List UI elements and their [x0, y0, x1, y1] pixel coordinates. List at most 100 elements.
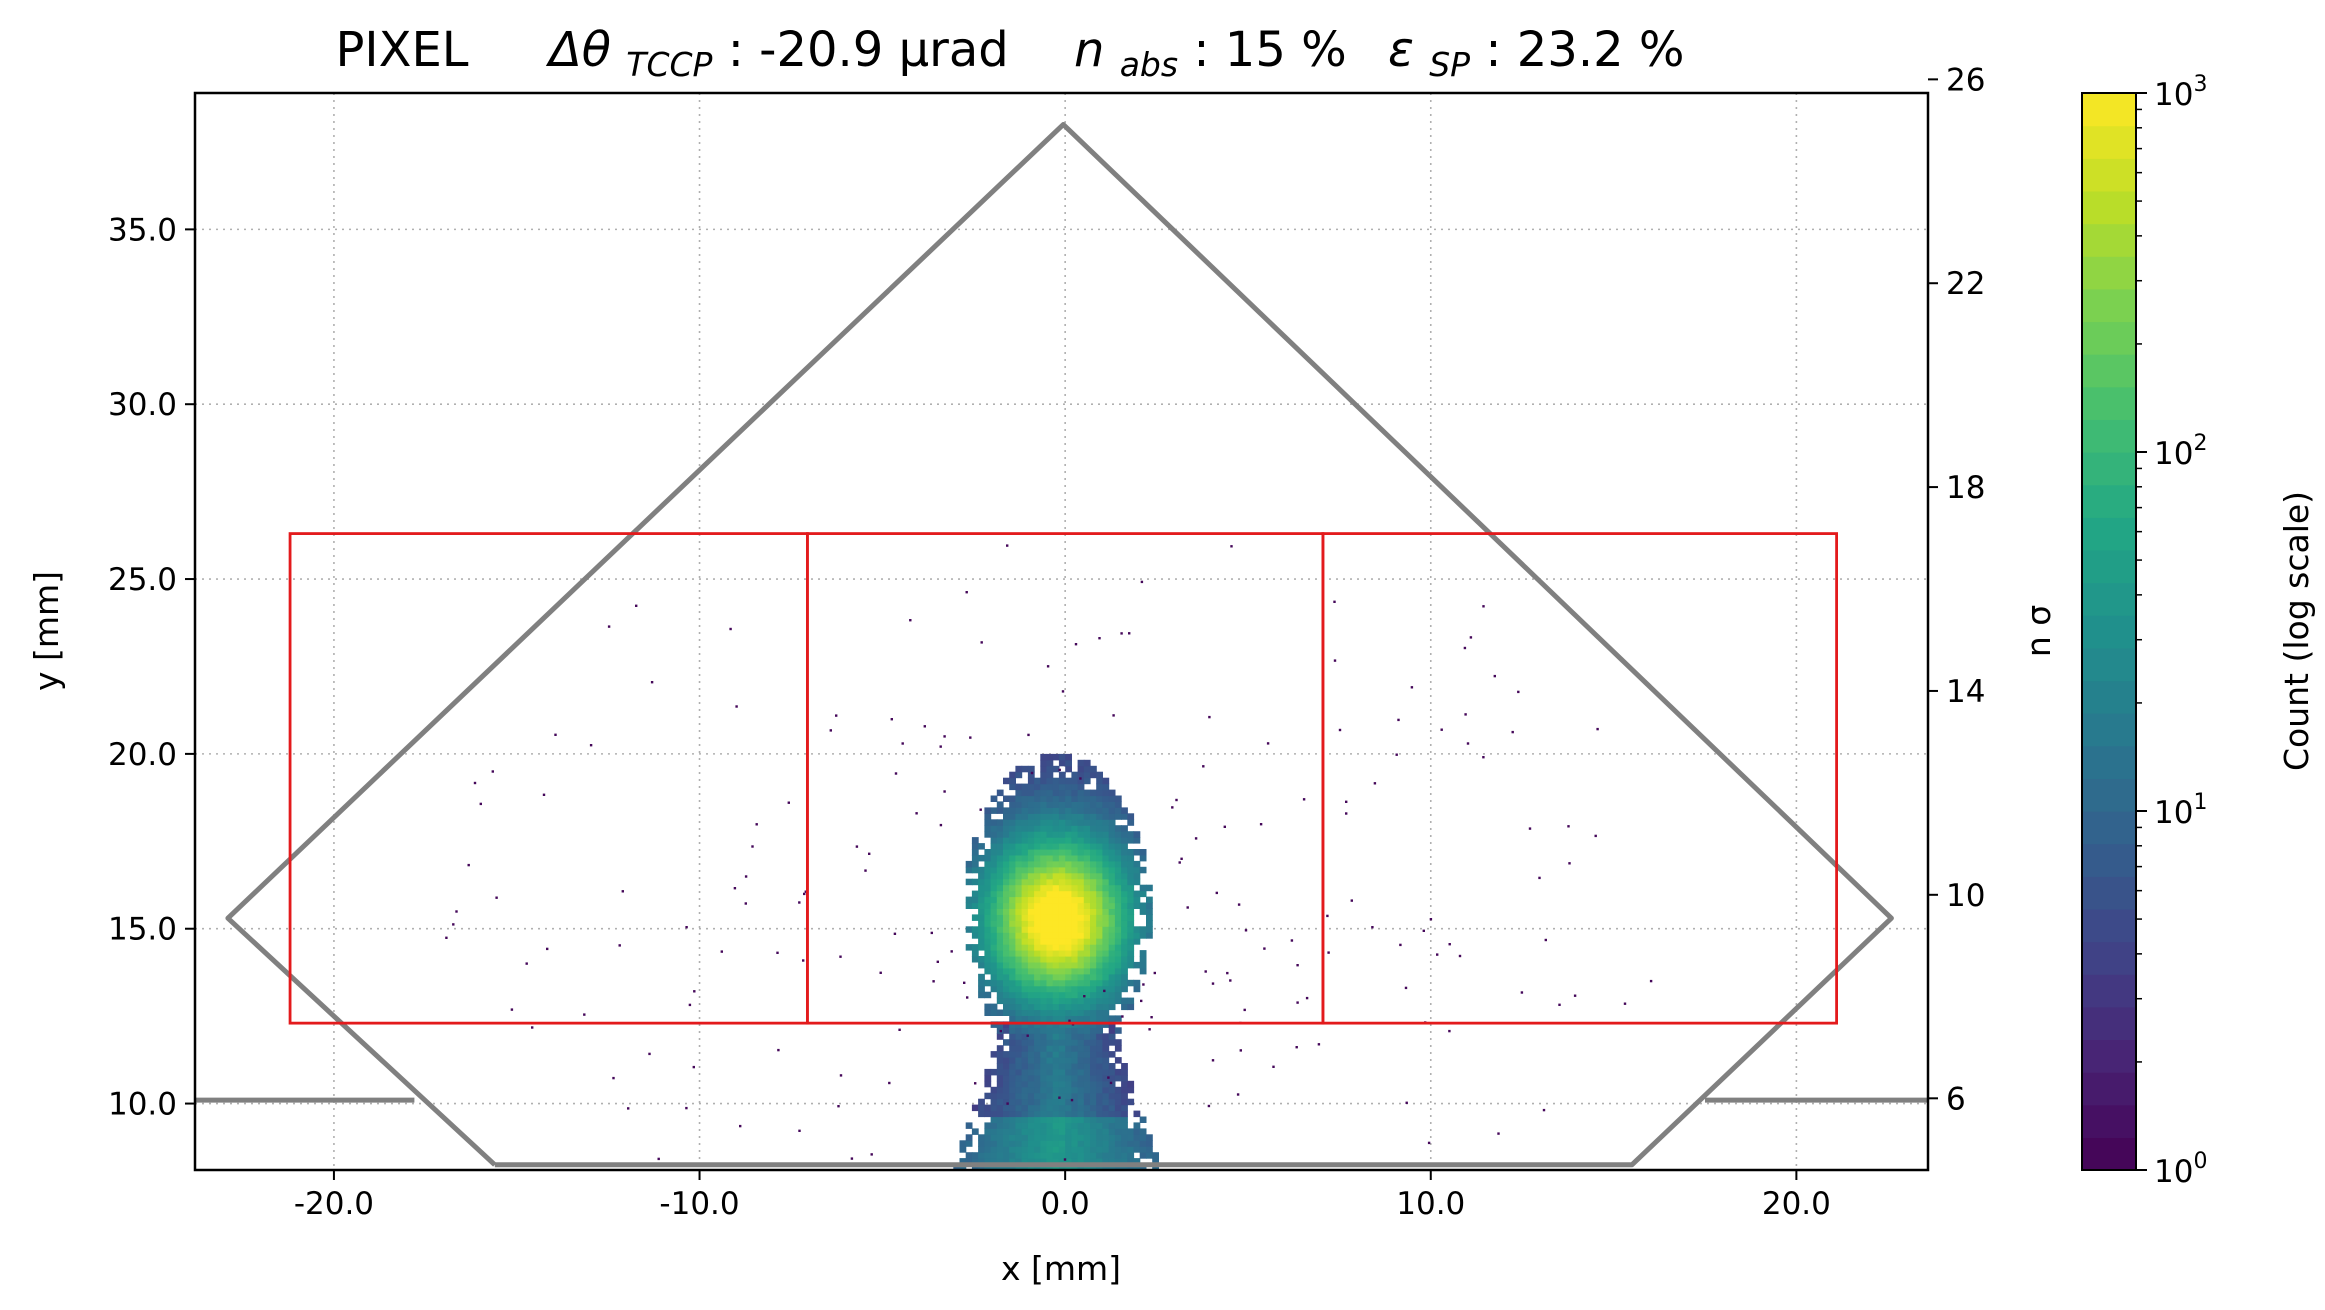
heat-cell — [996, 1134, 1004, 1141]
heat-cell — [984, 926, 992, 933]
heat-cell — [1009, 771, 1016, 779]
heat-cell — [1077, 932, 1085, 939]
heat-cell — [1096, 1140, 1103, 1147]
heat-cell — [1121, 920, 1128, 927]
heat-cell — [1139, 890, 1147, 898]
heat-cell — [996, 944, 1004, 951]
heat-cell — [1071, 837, 1079, 844]
heat-cell — [1040, 914, 1048, 921]
heat-cell — [1083, 813, 1091, 820]
heat-cell — [1058, 860, 1066, 868]
heat-cell — [1083, 878, 1091, 886]
heat-cell — [1114, 932, 1122, 939]
heat-cell — [1121, 926, 1128, 933]
heat-cell — [1077, 926, 1085, 933]
heat-point — [1202, 765, 1205, 768]
heat-cell — [1096, 890, 1103, 898]
heat-cell — [1083, 1086, 1091, 1094]
heat-cell — [1046, 884, 1054, 892]
heat-cell — [1090, 860, 1097, 868]
heat-point — [915, 812, 918, 815]
heat-cell — [1083, 825, 1091, 832]
heat-cell — [1015, 997, 1023, 1005]
heat-cell — [1021, 920, 1029, 927]
heat-point — [1538, 876, 1541, 880]
heat-cell — [1058, 967, 1066, 975]
heat-cell — [1090, 1039, 1097, 1046]
heat-cell — [990, 938, 998, 945]
heat-cell — [1114, 1045, 1122, 1052]
heat-cell — [1102, 961, 1110, 969]
heat-cell — [1152, 1152, 1159, 1159]
heat-cell — [1034, 825, 1041, 832]
heat-cell — [1065, 789, 1072, 797]
heat-cell — [1034, 1134, 1041, 1141]
heat-point — [1345, 800, 1348, 803]
heat-cell — [1090, 926, 1097, 933]
heat-cell — [1046, 944, 1054, 951]
heat-cell — [1003, 914, 1010, 921]
heat-cell — [1027, 902, 1035, 909]
heat-cell — [1034, 908, 1041, 915]
heat-point — [688, 1003, 692, 1007]
heat-cell — [1065, 979, 1072, 987]
heat-cell — [1058, 795, 1066, 802]
x-tick-label: 0.0 — [1040, 1186, 1089, 1222]
heat-cell — [1015, 825, 1023, 832]
heat-cell — [996, 831, 1004, 838]
heat-cell — [1034, 1140, 1041, 1147]
heat-cell — [1027, 1116, 1035, 1123]
heat-cell — [1108, 843, 1116, 850]
heat-cell — [1077, 783, 1085, 791]
heat-cell — [1121, 1063, 1128, 1070]
heat-cell — [1127, 1003, 1135, 1011]
heat-cell — [1065, 872, 1072, 880]
heat-cell — [984, 1009, 992, 1016]
heat-cell — [1083, 1110, 1091, 1118]
heat-cell — [1114, 1027, 1122, 1034]
heat-cell — [978, 932, 985, 939]
overlay-layer — [195, 122, 1928, 1168]
heat-cell — [990, 837, 998, 844]
heat-cell — [990, 973, 998, 981]
heat-cell — [1027, 1158, 1035, 1165]
heat-point — [1302, 798, 1306, 801]
heat-cell — [1077, 849, 1085, 856]
heat-cell — [1015, 1051, 1023, 1058]
heat-cell — [1040, 985, 1048, 993]
heat-cell — [1102, 1068, 1110, 1076]
heat-cell — [1077, 819, 1085, 826]
heat-cell — [1071, 849, 1079, 856]
heat-cell — [1077, 961, 1085, 969]
heat-point — [546, 947, 549, 951]
heat-cell — [1121, 825, 1128, 832]
heat-cell — [1077, 837, 1085, 844]
heat-cell — [1102, 973, 1110, 981]
heat-cell — [1114, 1134, 1122, 1141]
heat-point — [685, 1106, 688, 1110]
colorbar-band — [2082, 321, 2136, 355]
region-box-0 — [288, 532, 809, 1025]
heat-cell — [1121, 985, 1128, 993]
heat-cell — [1077, 1080, 1085, 1088]
heat-cell — [1034, 956, 1041, 963]
heat-cell — [1090, 1146, 1097, 1153]
heat-cell — [1052, 777, 1060, 785]
chart-title: PIXEL Δθ TCCP : -20.9 μrad n abs : 15 % … — [335, 22, 1684, 88]
heat-cell — [1114, 950, 1122, 957]
heat-cell — [1065, 765, 1072, 773]
heat-cell — [1065, 866, 1072, 874]
heat-point — [1448, 943, 1451, 946]
heat-cell — [1077, 878, 1085, 886]
heat-point — [1103, 989, 1106, 993]
heat-cell — [1003, 1158, 1010, 1165]
heat-cell — [965, 878, 973, 886]
heat-cell — [1083, 926, 1091, 933]
heat-cell — [1052, 1098, 1060, 1106]
heat-point — [1070, 1098, 1074, 1102]
heat-cell — [1146, 1152, 1153, 1159]
heat-cell — [1108, 1116, 1116, 1123]
heat-cell — [1077, 956, 1085, 963]
heat-cell — [1102, 1122, 1110, 1129]
heat-cell — [1114, 1122, 1122, 1129]
